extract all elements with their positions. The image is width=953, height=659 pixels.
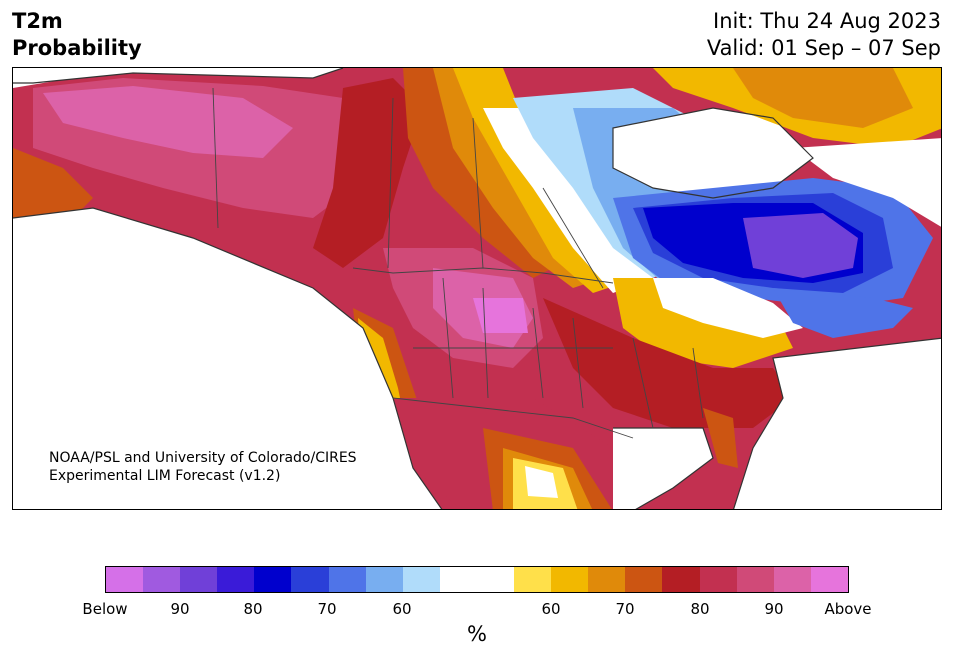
hudson-bay <box>613 108 813 198</box>
colorbar-segment-18 <box>773 567 811 592</box>
colorbar-segment-12 <box>551 567 589 592</box>
date-info: Init: Thu 24 Aug 2023 Valid: 01 Sep – 07… <box>707 8 941 62</box>
cb-label-below: Below <box>82 600 128 618</box>
northeast-blue <box>773 288 913 338</box>
cb-label-above-80: 80 <box>690 600 710 618</box>
alaska-coast-orange <box>13 148 93 218</box>
cb-label-above-70: 70 <box>615 600 635 618</box>
pacific-ocean <box>13 208 442 509</box>
arctic-orange <box>733 68 913 128</box>
colorbar-segment-6 <box>328 567 366 592</box>
great-lakes-white <box>653 278 803 338</box>
colorbar-segment-2 <box>180 567 218 592</box>
alaska-magenta <box>43 86 293 158</box>
cb-label-below-60: 60 <box>392 600 412 618</box>
us-rockies-violet <box>473 298 528 333</box>
north-arctic-ocean <box>13 68 343 83</box>
colorbar-segment-0 <box>106 567 144 592</box>
colorbar-segment-13 <box>588 567 626 592</box>
credit-line-2: Experimental LIM Forecast (v1.2) <box>49 468 281 484</box>
coastlines <box>13 68 941 509</box>
colorbar-segment-14 <box>625 567 663 592</box>
mexico-white <box>525 466 558 498</box>
colorbar-segment-16 <box>699 567 737 592</box>
chart-title: T2m Probability <box>12 8 142 62</box>
forecast-credit: NOAA/PSL and University of Colorado/CIRE… <box>49 449 357 485</box>
valid-range: Valid: 01 Sep – 07 Sep <box>706 36 941 60</box>
colorbar-segment-10 <box>476 567 515 592</box>
forecast-map <box>12 67 942 510</box>
political-borders <box>212 87 704 439</box>
colorbar-segment-8 <box>402 567 440 592</box>
cb-label-below-80: 80 <box>243 600 263 618</box>
colorbar <box>105 566 849 593</box>
init-date: Init: Thu 24 Aug 2023 <box>713 9 941 33</box>
cb-label-below-70: 70 <box>317 600 337 618</box>
colorbar-segment-4 <box>254 567 292 592</box>
credit-line-1: NOAA/PSL and University of Colorado/CIRE… <box>49 450 357 466</box>
title-type: Probability <box>12 36 142 60</box>
quebec-purple <box>743 213 858 278</box>
colorbar-segment-7 <box>365 567 403 592</box>
cb-label-above-90: 90 <box>764 600 784 618</box>
colorbar-segment-1 <box>143 567 181 592</box>
colorbar-labels: Below 90 80 70 60 60 70 80 90 Above <box>0 600 953 620</box>
gulf-ocean <box>613 428 713 509</box>
colorbar-segment-9 <box>439 567 477 592</box>
colorbar-segment-17 <box>736 567 774 592</box>
colorbar-segment-15 <box>662 567 700 592</box>
cb-label-above: Above <box>824 600 872 618</box>
atlantic-ocean <box>733 338 941 509</box>
title-variable: T2m <box>12 9 63 33</box>
colorbar-segment-3 <box>217 567 255 592</box>
us-southeast-red <box>543 298 793 428</box>
cb-label-above-60: 60 <box>541 600 561 618</box>
arctic-white <box>793 138 941 227</box>
colorbar-segment-5 <box>291 567 329 592</box>
map-svg <box>13 68 941 509</box>
nw-canada-red <box>313 78 423 268</box>
canada-white-band <box>483 108 653 293</box>
colorbar-segment-19 <box>810 567 848 592</box>
colorbar-segment-11 <box>514 567 552 592</box>
colorbar-unit: % <box>467 622 487 646</box>
florida-orange <box>703 408 738 468</box>
cb-label-below-90: 90 <box>170 600 190 618</box>
